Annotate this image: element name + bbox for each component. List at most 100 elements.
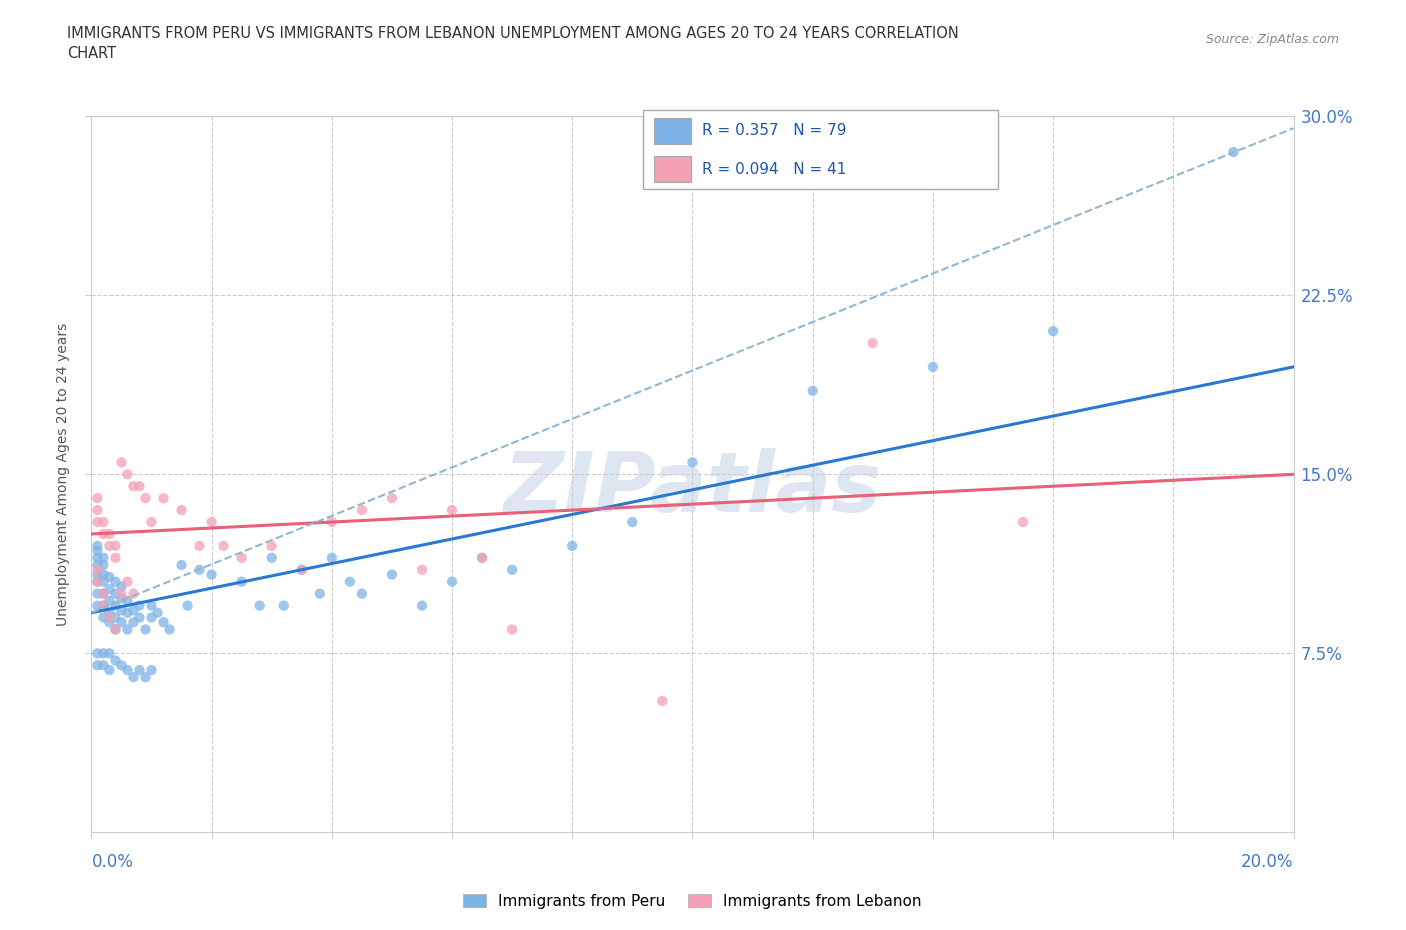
Text: 20.0%: 20.0% [1241,853,1294,870]
Point [141,598,163,613]
Text: ZIPatlas: ZIPatlas [503,448,882,529]
Point [110,455,132,470]
Point [117,622,139,637]
Point [801,383,824,398]
Point [231,575,253,590]
Point [381,491,404,506]
Point [86,586,108,601]
Point [159,622,181,637]
Point [146,605,169,620]
Point [212,538,235,553]
Point [93,586,115,601]
Point [321,514,343,529]
FancyBboxPatch shape [644,111,998,189]
Point [98,581,121,596]
Point [86,567,108,582]
Text: CHART: CHART [67,46,117,61]
Point [621,514,644,529]
Point [98,615,121,630]
Point [152,491,174,506]
Point [104,622,127,637]
Point [93,558,115,573]
Point [104,653,127,668]
Point [128,479,150,494]
Point [1222,145,1244,160]
Point [381,567,404,582]
Point [176,598,198,613]
Point [93,514,115,529]
Point [122,586,145,601]
Point [134,491,156,506]
Point [93,658,115,672]
Point [98,646,121,661]
Point [201,514,224,529]
Point [93,586,115,601]
Point [440,575,463,590]
Point [93,526,115,541]
Point [117,575,139,590]
Point [862,336,884,351]
Point [86,658,108,672]
Point [98,526,121,541]
Point [110,591,132,605]
Point [128,598,150,613]
Point [86,551,108,565]
Point [110,658,132,672]
Point [93,610,115,625]
Point [681,455,703,470]
Point [188,563,211,578]
Point [104,598,127,613]
Point [128,610,150,625]
Point [93,575,115,590]
Point [188,538,211,553]
Point [86,598,108,613]
Point [93,598,115,613]
Point [104,610,127,625]
Point [471,551,494,565]
Point [411,598,433,613]
Point [86,646,108,661]
Point [1012,514,1035,529]
Point [273,598,295,613]
Point [110,586,132,601]
Point [411,563,433,578]
Point [93,646,115,661]
Point [122,670,145,684]
Point [117,662,139,677]
Point [201,567,224,582]
Point [1042,324,1064,339]
Point [141,514,163,529]
Point [561,538,583,553]
Point [471,551,494,565]
Text: Source: ZipAtlas.com: Source: ZipAtlas.com [1205,33,1339,46]
Point [308,586,330,601]
Point [86,514,108,529]
Point [350,502,373,517]
Text: IMMIGRANTS FROM PERU VS IMMIGRANTS FROM LEBANON UNEMPLOYMENT AMONG AGES 20 TO 24: IMMIGRANTS FROM PERU VS IMMIGRANTS FROM … [67,26,959,41]
Point [104,538,127,553]
Y-axis label: Unemployment Among Ages 20 to 24 years: Unemployment Among Ages 20 to 24 years [56,323,70,626]
Point [260,538,283,553]
Point [117,605,139,620]
Point [86,575,108,590]
Point [86,563,108,578]
Point [117,467,139,482]
Point [134,622,156,637]
Point [152,615,174,630]
Point [104,575,127,590]
Point [440,502,463,517]
Point [98,610,121,625]
Point [134,670,156,684]
Point [291,563,314,578]
Point [86,543,108,558]
Point [501,563,523,578]
Point [98,605,121,620]
Point [98,593,121,608]
Point [117,593,139,608]
Point [93,598,115,613]
Point [141,662,163,677]
Point [291,563,314,578]
Point [231,551,253,565]
Point [110,603,132,618]
Point [651,694,673,709]
